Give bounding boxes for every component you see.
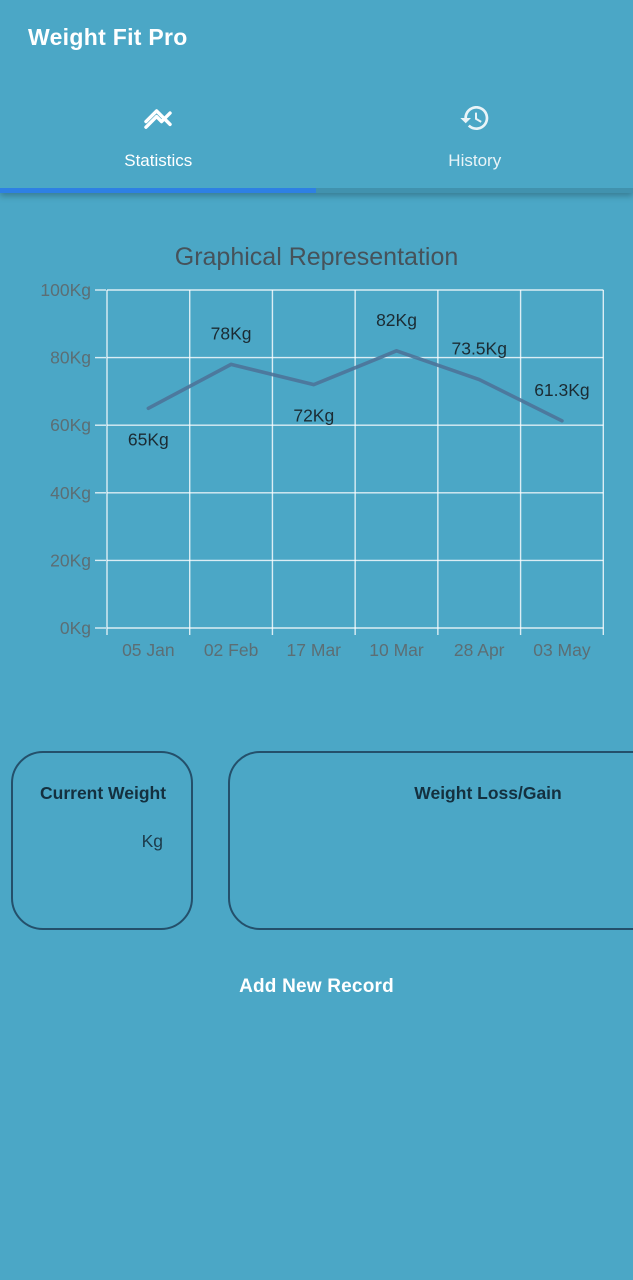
- y-axis-label: 80Kg: [50, 348, 91, 368]
- weight-loss-gain-title: Weight Loss/Gain: [414, 783, 562, 803]
- add-new-record-button[interactable]: Add New Record: [0, 976, 633, 998]
- tab-bar: Statistics History: [0, 88, 633, 188]
- weight-loss-gain-card: Weight Loss/Gain: [228, 751, 633, 930]
- tab-indicator-track: [0, 188, 633, 193]
- tab-statistics[interactable]: Statistics: [0, 88, 317, 188]
- point-value-label: 61.3Kg: [534, 380, 589, 400]
- point-value-label: 82Kg: [376, 310, 417, 330]
- y-axis-label: 60Kg: [50, 415, 91, 435]
- history-clock-icon: [458, 101, 492, 135]
- chart-title: Graphical Representation: [174, 243, 459, 271]
- tab-statistics-label: Statistics: [124, 151, 193, 170]
- y-axis-label: 20Kg: [50, 550, 91, 570]
- y-axis-label: 0Kg: [60, 618, 91, 638]
- x-axis-label: 17 Mar: [287, 640, 342, 660]
- x-axis-label: 05 Jan: [122, 640, 175, 660]
- x-axis-label: 10 Mar: [369, 640, 424, 660]
- weight-series-line: [146, 349, 564, 423]
- tab-indicator: [0, 188, 316, 193]
- y-axis-label: 40Kg: [50, 483, 91, 503]
- tab-history[interactable]: History: [317, 88, 633, 188]
- current-weight-value: Kg: [141, 831, 163, 851]
- x-axis-label: 02 Feb: [204, 640, 258, 660]
- tab-history-label: History: [448, 151, 502, 170]
- x-axis-label: 03 May: [533, 640, 591, 660]
- y-axis-label: 100Kg: [40, 280, 91, 300]
- current-weight-title: Current Weight: [40, 783, 167, 803]
- point-value-label: 73.5Kg: [451, 339, 506, 359]
- current-weight-card: Current Weight Kg: [11, 751, 193, 930]
- add-new-record-label: Add New Record: [239, 976, 394, 997]
- app-title: Weight Fit Pro: [28, 24, 188, 50]
- point-value-label: 72Kg: [293, 406, 334, 426]
- weight-line-chart: 0Kg 20Kg 40Kg 60Kg 80Kg 100Kg 05 Jan 02 Feb 17 M…: [40, 280, 604, 660]
- x-axis-label: 28 Apr: [454, 640, 505, 660]
- point-value-label: 65Kg: [128, 429, 169, 449]
- app-bar: Weight Fit Pro Statistics History: [0, 0, 633, 193]
- stats-line-chart-icon: [141, 101, 175, 135]
- point-value-label: 78Kg: [211, 323, 252, 343]
